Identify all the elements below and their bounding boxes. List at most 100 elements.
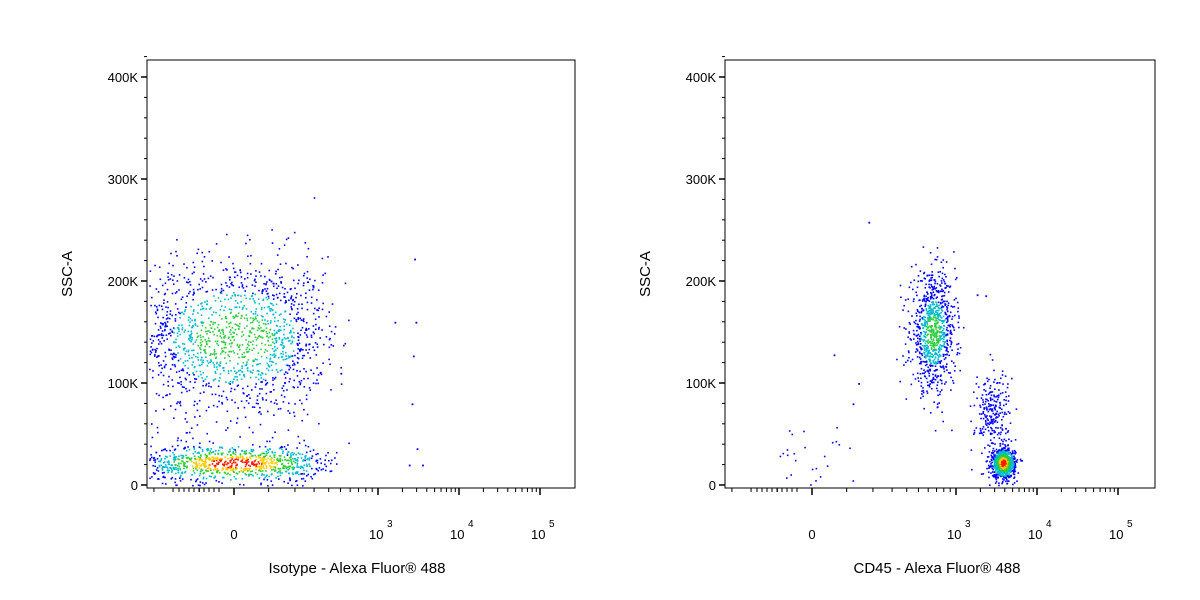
event-dot [151,423,153,425]
event-dot [1007,465,1009,468]
event-dot [923,372,925,375]
event-dot [936,344,939,346]
event-dot [287,355,290,357]
event-dot [186,266,188,269]
event-dot [179,480,182,482]
event-dot [297,362,299,364]
event-dot [289,339,291,342]
event-dot [303,464,306,467]
event-dot [272,468,275,471]
event-dot [176,239,178,241]
event-dot [946,340,948,343]
event-dot [992,465,995,468]
event-dot [303,354,306,357]
event-dot [268,440,271,443]
event-dot [236,315,239,318]
event-dot [199,347,201,349]
event-dot [269,357,272,360]
event-dot [214,300,217,302]
event-dot [1008,470,1011,473]
event-dot [236,344,239,347]
event-dot [245,314,248,316]
event-dot [188,448,191,451]
event-dot [190,305,192,308]
event-dot [176,291,178,293]
event-dot [165,363,167,366]
event-dot [913,333,915,336]
event-dot [243,450,246,453]
event-dot [1001,451,1004,453]
event-dot [304,457,306,459]
event-dot [265,454,268,456]
event-dot [216,405,219,408]
event-dot [270,480,273,482]
event-dot [236,464,238,466]
event-dot [227,457,229,460]
event-dot [1006,386,1009,389]
event-dot [174,481,176,484]
event-dot [313,473,315,476]
event-dot [235,467,237,470]
event-dot [206,303,208,306]
event-dot [249,467,251,470]
event-dot [281,463,283,466]
event-dot [1001,461,1003,463]
event-dot [175,484,177,487]
event-dot [953,370,956,372]
event-dot [1002,450,1004,452]
event-dot [265,399,268,401]
event-dot [192,470,195,472]
event-dot [220,261,222,264]
event-dot [230,387,233,390]
event-dot [287,459,289,461]
event-dot [938,353,941,356]
event-dot [211,289,214,291]
event-dot [199,481,202,483]
event-dot [254,310,257,313]
event-dot [949,329,952,332]
event-dot [268,465,271,467]
event-dot [1000,377,1002,380]
event-dot [1013,482,1016,484]
event-dot [279,460,282,463]
event-dot [930,277,932,279]
event-dot [170,467,172,470]
event-dot [185,450,188,452]
event-dot [976,376,978,378]
event-dot [201,340,204,343]
event-dot [210,452,212,454]
event-dot [1005,399,1007,402]
event-dot [161,467,164,469]
event-dot [952,379,954,382]
event-dot [197,288,199,291]
event-dot [229,380,232,383]
outlier-dot [411,403,414,406]
event-dot [923,349,926,351]
event-dot [155,410,157,412]
event-dot [919,358,922,360]
event-dot [189,317,192,320]
event-dot [293,300,296,303]
event-dot [994,482,997,484]
event-dot [929,312,931,315]
event-dot [1014,458,1016,460]
event-dot [308,289,311,291]
event-dot [282,347,284,349]
event-dot [928,375,931,377]
event-dot [925,300,927,303]
event-dot [242,356,245,358]
event-dot [175,468,177,471]
event-dot [937,291,940,294]
event-dot [243,461,245,464]
event-dot [266,298,269,301]
event-dot [231,463,233,465]
event-dot [175,371,178,373]
event-dot [236,333,238,336]
event-dot [926,312,929,315]
event-dot [211,314,213,316]
event-dot [232,461,235,464]
event-dot [994,431,996,433]
event-dot [931,276,933,279]
event-dot [262,378,265,381]
event-dot [932,376,935,379]
